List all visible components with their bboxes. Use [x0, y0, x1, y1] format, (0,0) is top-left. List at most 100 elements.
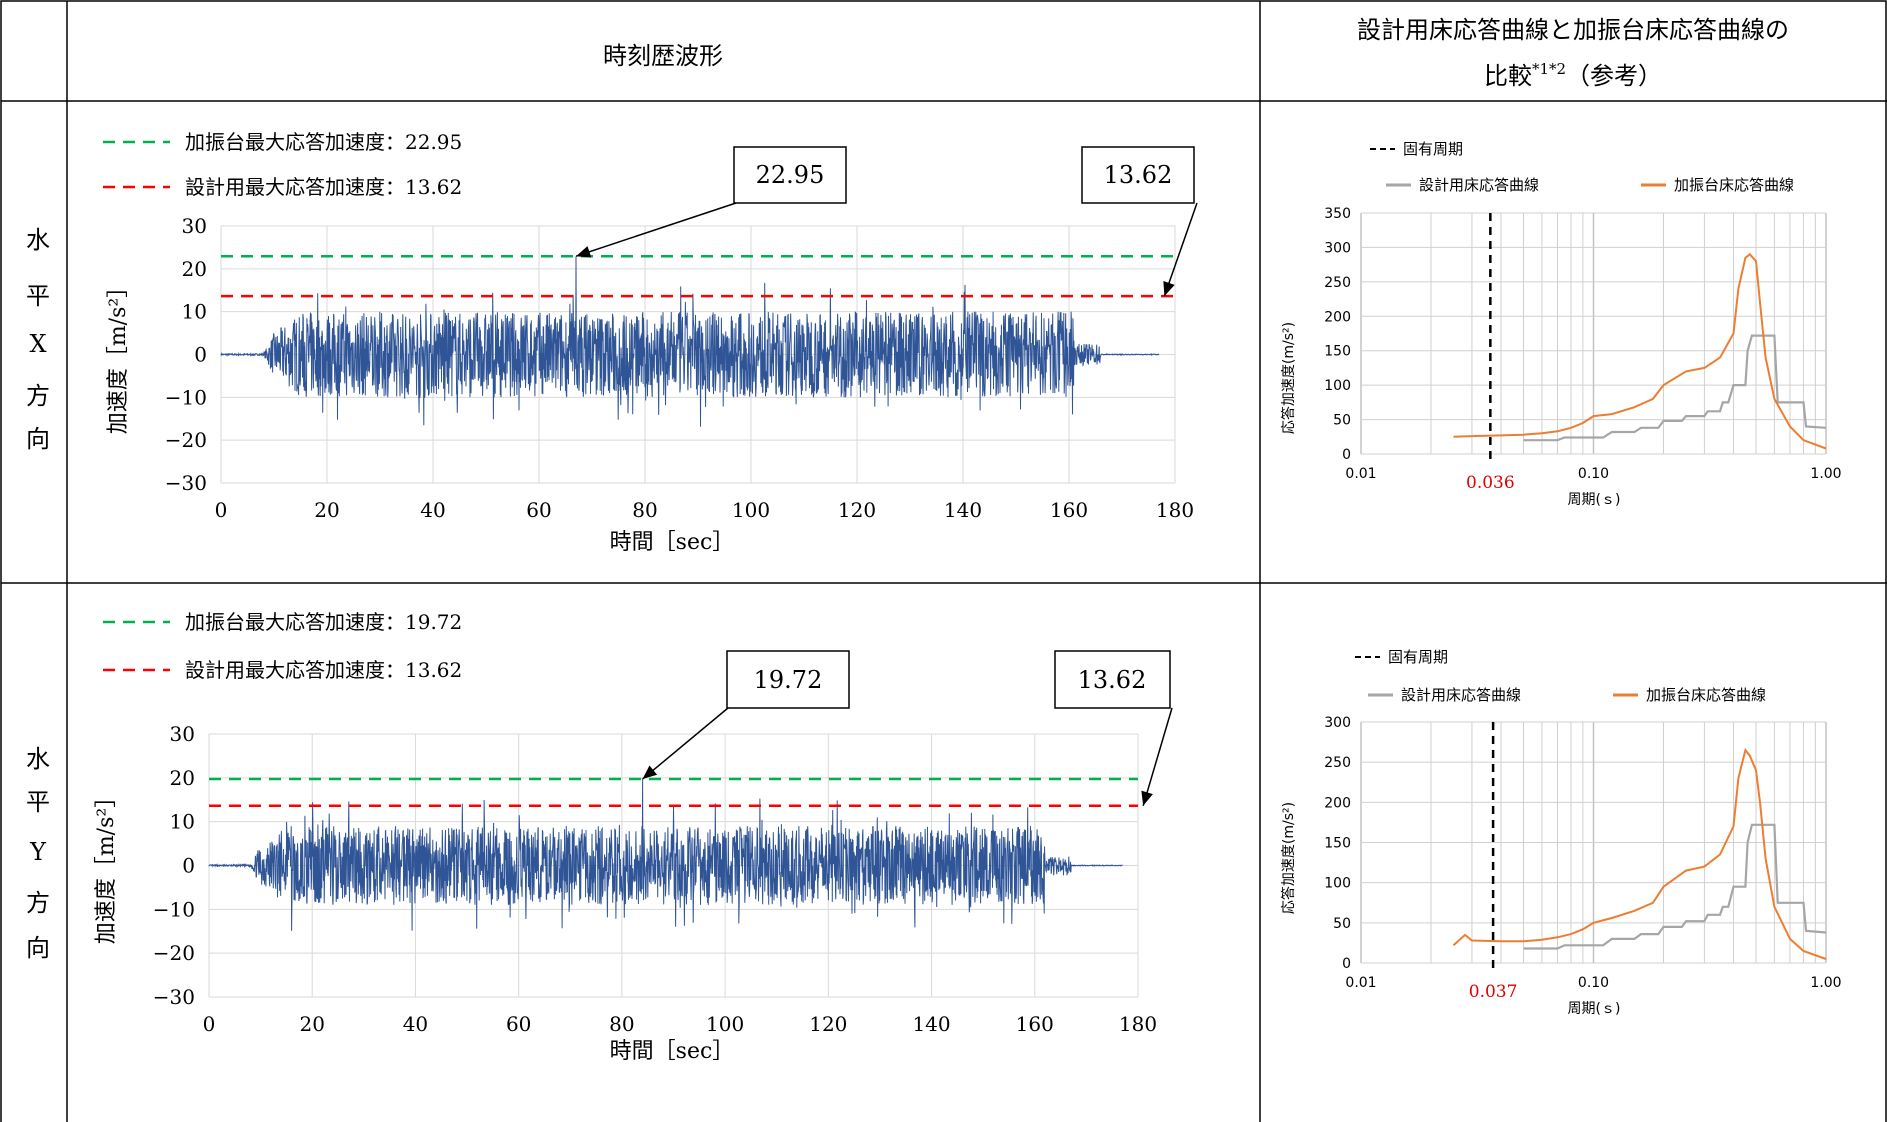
- y-tick-label: 10: [182, 300, 207, 324]
- x-tick-label: 0.10: [1578, 466, 1609, 482]
- legend-natural-period-text: 固有周期: [1403, 140, 1463, 158]
- x-tick-label: 0.01: [1345, 466, 1376, 482]
- callout-red-value: 13.62: [1104, 161, 1173, 189]
- legend-y: 加振台最大応答加速度：19.72 設計用最大応答加速度：13.62: [103, 610, 462, 682]
- y-tick-label: 200: [1324, 309, 1351, 325]
- direction-char: X: [29, 330, 46, 358]
- table-spectrum-line: [1452, 747, 1827, 960]
- legend-x: 加振台最大応答加速度：22.95 設計用最大応答加速度：13.62: [103, 130, 462, 199]
- y-tick-label: 250: [1324, 275, 1351, 291]
- y-tick-label: −10: [165, 385, 207, 409]
- x-tick-label: 140: [912, 1012, 950, 1036]
- direction-char: 向: [26, 934, 50, 962]
- y-tick-label: 0: [194, 343, 207, 367]
- y-tick-label: −20: [153, 941, 195, 965]
- legend-red-text: 設計用最大応答加速度：13.62: [185, 175, 462, 199]
- legend-design-text: 設計用床応答曲線: [1401, 686, 1521, 704]
- y-tick-label: −10: [153, 897, 195, 921]
- direction-char: Y: [29, 838, 47, 866]
- y-tick-label: 0: [1342, 956, 1351, 972]
- y-tick-label: 30: [170, 722, 195, 746]
- y-tick-label: 0: [182, 854, 195, 878]
- header-response-footnote: *1*2: [1532, 60, 1566, 78]
- x-tick-label: 40: [420, 498, 445, 522]
- y-tick-label: 10: [170, 810, 195, 834]
- x-tick-label: 20: [299, 1012, 324, 1036]
- x-tick-label: 180: [1119, 1012, 1157, 1036]
- table-spectrum-line: [1453, 252, 1827, 450]
- callout-arrow-head: [642, 765, 658, 780]
- y-tick-label: 250: [1324, 755, 1351, 771]
- x-tick-label: 160: [1016, 1012, 1054, 1036]
- ylabel-spectrum-x: 応答加速度(m/s²): [1280, 322, 1297, 434]
- direction-char: 方: [26, 382, 50, 410]
- x-tick-label: 60: [506, 1012, 531, 1036]
- y-tick-label: 200: [1324, 795, 1351, 811]
- y-tick-label: 300: [1324, 240, 1351, 256]
- header-response-compare: 比較: [1484, 62, 1532, 90]
- header-response-line2: 比較*1*2（参考）: [1484, 60, 1662, 90]
- x-tick-label: 180: [1156, 498, 1194, 522]
- legend-design-text: 設計用床応答曲線: [1419, 176, 1539, 194]
- y-tick-label: 0: [1342, 447, 1351, 463]
- y-tick-label: 50: [1333, 413, 1351, 429]
- header-response-reference: （参考）: [1566, 62, 1662, 90]
- x-tick-label: 1.00: [1810, 975, 1841, 991]
- callout-green-box: [726, 650, 850, 709]
- x-tick-label: 120: [809, 1012, 847, 1036]
- spectrum-legend-x: 固有周期 設計用床応答曲線 加振台床応答曲線: [1370, 140, 1794, 194]
- legend-natural-period-text: 固有周期: [1388, 648, 1448, 666]
- response-spectrum-chart-x: 0.01 0.10 1.00 350 300 250 200 150 100 50 0 0.036: [1324, 206, 1841, 493]
- direction-char: 水: [26, 745, 50, 773]
- legend-green-text: 加振台最大応答加速度：19.72: [185, 610, 462, 634]
- callout-green-box: [733, 146, 847, 204]
- callout-red-box: [1081, 146, 1195, 204]
- acceleration-series-line: [220, 256, 1160, 427]
- callouts-x: 22.95 13.62: [733, 146, 1195, 204]
- y-tick-label: 50: [1333, 916, 1351, 932]
- callout-arrow-line: [575, 202, 737, 257]
- xlabel-spectrum-x: 周期(ｓ): [1568, 492, 1621, 508]
- ylabel-spectrum-y: 応答加速度(m/s²): [1280, 802, 1297, 914]
- legend-table-text: 加振台床応答曲線: [1674, 176, 1794, 194]
- callout-red-box: [1054, 650, 1171, 709]
- callout-arrow-head: [1141, 790, 1153, 806]
- xlabel-spectrum-y: 周期(ｓ): [1568, 1001, 1621, 1017]
- callout-green-value: 22.95: [756, 161, 825, 189]
- y-tick-label: −30: [153, 985, 195, 1009]
- callout-arrow-line: [642, 707, 729, 780]
- x-tick-label: 140: [944, 498, 982, 522]
- y-tick-label: 30: [182, 214, 207, 238]
- x-tick-label: 0: [203, 1012, 216, 1036]
- direction-char: 平: [26, 282, 50, 310]
- x-tick-label: 0.10: [1578, 975, 1609, 991]
- y-tick-label: 350: [1324, 206, 1351, 222]
- x-tick-label: 160: [1050, 498, 1088, 522]
- callout-arrow-line: [1163, 202, 1198, 297]
- callout-arrow-line: [1142, 707, 1173, 807]
- direction-char: 水: [26, 226, 50, 254]
- y-tick-label: 150: [1324, 344, 1351, 360]
- y-tick-label: 100: [1324, 876, 1351, 892]
- x-tick-label: 20: [314, 498, 339, 522]
- ylabel-time-x: 加速度［m/s²］: [106, 276, 131, 434]
- x-tick-label: 100: [732, 498, 770, 522]
- acceleration-series-line: [208, 779, 1123, 931]
- y-tick-label: −30: [165, 471, 207, 495]
- xlabel-time-y: 時間［sec］: [610, 1039, 735, 1064]
- x-tick-label: 0.01: [1345, 975, 1376, 991]
- callouts-y: 19.72 13.62: [726, 650, 1171, 709]
- natural-period-label: 0.037: [1469, 982, 1518, 1002]
- header-time-history: 時刻歴波形: [603, 42, 723, 70]
- legend-green-text: 加振台最大応答加速度：22.95: [185, 130, 462, 154]
- x-tick-label: 60: [526, 498, 551, 522]
- ylabel-time-y: 加速度［m/s²］: [94, 786, 119, 944]
- y-tick-label: −20: [165, 428, 207, 452]
- x-tick-label: 80: [609, 1012, 634, 1036]
- x-tick-label: 100: [706, 1012, 744, 1036]
- x-tick-label: 0: [215, 498, 228, 522]
- direction-char: 平: [26, 788, 50, 816]
- callout-arrow-head: [576, 246, 592, 258]
- response-spectrum-chart-y: 0.01 0.10 1.00 300 250 200 150 100 50 0 0.037: [1324, 715, 1841, 1002]
